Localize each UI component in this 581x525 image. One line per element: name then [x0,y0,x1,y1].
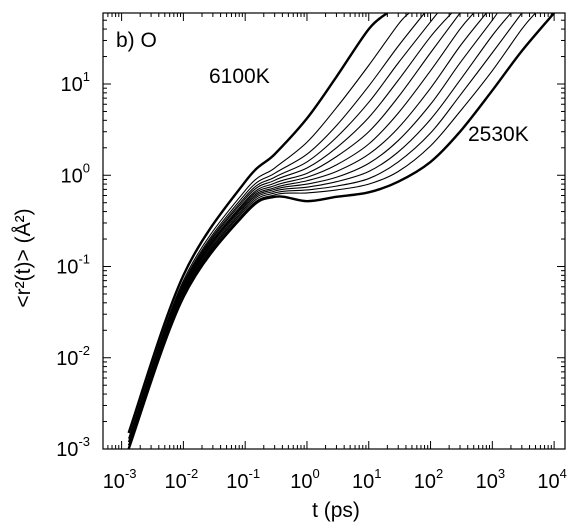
x-axis-title: t (ps) [312,499,360,522]
x-tick-labels: 10-3 10-2 10-1 100 101 102 103 104 [103,466,567,493]
msd-curve-2 [128,13,410,439]
msd-curve-1 [127,13,389,434]
x-tick-label: 10-3 [103,466,137,493]
msd-curve-6 [128,13,461,442]
y-tick-labels: 10-3 10-2 10-1 100 101 [56,69,90,461]
annotation-high-temperature: 6100K [209,65,270,88]
msd-curve-4 [128,13,439,442]
x-tick-label: 10-1 [226,466,260,493]
msd-curve-9 [128,13,498,446]
y-tick-label: 10-1 [56,252,90,279]
x-tick-label: 100 [290,466,319,493]
y-tick-label: 100 [61,160,90,187]
msd-curve-13 [127,13,556,449]
plot-frame [102,12,566,450]
y-axis-title: <r²(t)> (Å²) [12,208,35,307]
x-tick-label: 10-2 [164,466,198,493]
x-tick-label: 102 [414,466,443,493]
curves [127,13,556,449]
y-tick-label: 10-2 [56,343,90,370]
msd-curve-10 [128,13,512,446]
msd-curve-12 [128,13,536,449]
x-tick-label: 103 [476,466,505,493]
msd-curve-5 [128,13,453,442]
msd-curve-8 [128,13,487,446]
y-tick-label: 10-3 [56,434,90,461]
msd-curve-7 [128,13,475,442]
msd-curve-11 [128,13,523,446]
y-tick-label: 101 [61,69,90,96]
panel-label: b) O [116,29,157,52]
msd-curve-3 [128,13,425,439]
x-tick-label: 101 [352,466,381,493]
annotation-low-temperature: 2530K [468,123,529,146]
x-tick-label: 104 [537,466,566,493]
